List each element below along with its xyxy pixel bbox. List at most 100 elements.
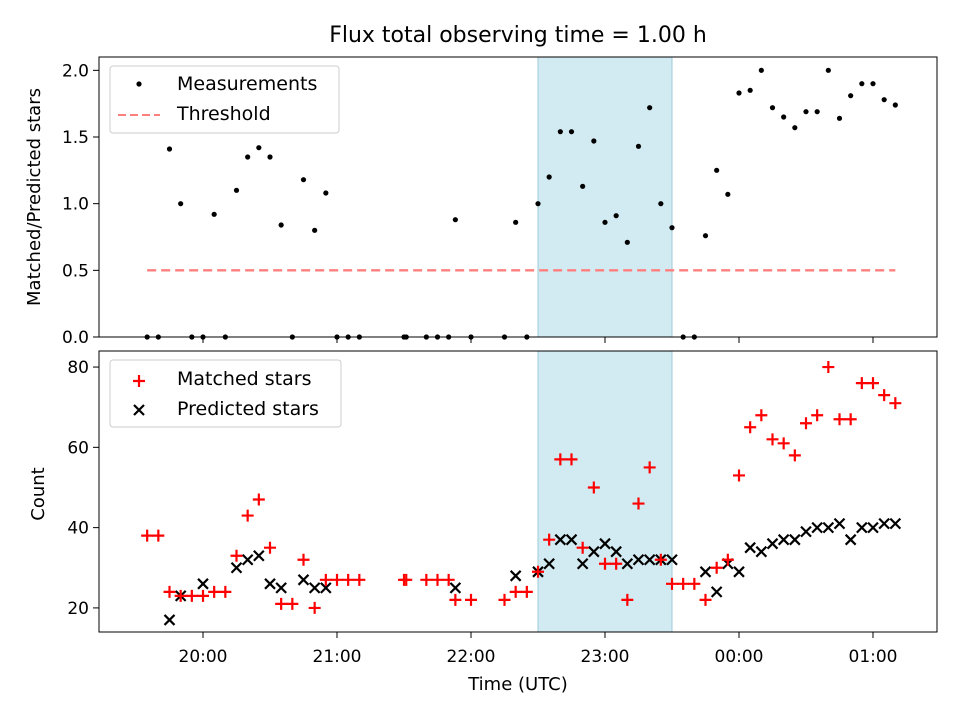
x-tick-label: 23:00 [581, 647, 630, 667]
matched-star-marker [308, 601, 321, 614]
measurement-point [635, 143, 642, 149]
y-tick-label: 60 [67, 438, 89, 458]
matched-star-marker [643, 461, 656, 474]
measurement-point [591, 138, 597, 144]
predicted-star-marker [643, 553, 656, 566]
top-x-ticks [202, 337, 874, 343]
predicted-star-marker [878, 517, 890, 530]
matched-star-marker [554, 453, 567, 466]
predicted-star-marker [230, 561, 243, 574]
measurement-point [814, 109, 820, 115]
matched-star-marker [152, 529, 165, 542]
matched-star-marker [331, 573, 343, 586]
threshold-legend-label: Threshold [176, 103, 271, 125]
matched-star-marker [230, 549, 243, 562]
matched-star-marker [654, 553, 667, 566]
predicted-star-marker [599, 537, 611, 550]
predicted-star-marker [766, 537, 779, 550]
measurement-point [602, 219, 608, 225]
measurement-point [267, 154, 273, 160]
predicted-star-marker [264, 578, 276, 590]
predicted-star-marker [632, 553, 645, 566]
measurement-point [714, 167, 720, 173]
matched-star-marker [431, 573, 444, 586]
measurement-point [557, 129, 563, 135]
predicted-star-marker [856, 521, 868, 534]
matched-star-marker [353, 573, 366, 586]
measurement-point [836, 115, 843, 121]
matched-star-marker [777, 437, 790, 450]
matched-star-marker [844, 413, 857, 426]
predicted-stars-legend-marker [133, 404, 145, 416]
matched-star-marker [677, 577, 690, 590]
x-axis-label: Time (UTC) [467, 674, 568, 695]
measurement-point [452, 217, 458, 223]
measurements-legend-marker [136, 81, 142, 87]
predicted-stars-legend-label: Predicted stars [177, 398, 319, 420]
measurement-point [211, 211, 217, 217]
measurement-point [825, 67, 831, 73]
matched-star-marker [855, 377, 868, 390]
predicted-star-marker [197, 578, 209, 590]
predicted-star-marker [789, 533, 801, 546]
matched-star-marker [252, 493, 265, 506]
matched-star-marker [319, 573, 332, 586]
measurement-point [647, 105, 653, 111]
matched-star-marker [811, 409, 824, 422]
predicted-star-marker [610, 545, 622, 558]
matched-stars-legend-marker [133, 375, 145, 387]
y-tick-label: 0.0 [62, 328, 89, 348]
matched-star-marker [509, 585, 522, 598]
matched-star-marker [286, 597, 299, 610]
matched-star-marker [833, 413, 846, 426]
matched-star-marker [889, 397, 902, 410]
top-legend: Measurements Threshold [109, 65, 340, 134]
measurement-point [546, 174, 552, 180]
measurement-point [613, 213, 619, 219]
measurement-point [233, 187, 240, 193]
predicted-star-marker [509, 570, 522, 582]
matched-star-marker [599, 557, 611, 570]
bottom-x-ticks: 20:00 21:00 22:00 23:00 00:00 01:00 [179, 632, 898, 667]
measurement-point [624, 239, 630, 245]
bottom-legend-box [109, 359, 342, 428]
matched-star-marker [174, 589, 187, 602]
matched-star-marker [621, 593, 634, 606]
matched-star-marker [878, 389, 891, 402]
matched-star-marker [632, 497, 645, 510]
matched-star-marker [710, 561, 723, 574]
y-tick-label: 0.5 [62, 261, 89, 281]
matched-star-markers [141, 361, 902, 614]
matched-star-marker [219, 585, 232, 598]
measurement-point [781, 114, 787, 120]
predicted-star-marker [543, 557, 555, 570]
matched-star-marker [420, 573, 433, 586]
matched-star-marker [800, 417, 812, 430]
matched-star-marker [532, 565, 544, 578]
measurement-point [848, 93, 854, 99]
bottom-y-axis-label: Count [28, 467, 49, 520]
measurement-point [658, 201, 664, 207]
measurement-point [792, 125, 798, 131]
measurement-point [178, 201, 184, 207]
matched-star-marker [721, 553, 734, 566]
predicted-star-marker [822, 521, 835, 534]
matched-star-marker [565, 453, 578, 466]
matched-star-marker [788, 449, 801, 462]
matched-star-marker [163, 585, 176, 598]
measurement-point [278, 222, 284, 228]
x-tick-label: 22:00 [447, 647, 496, 667]
matched-star-marker [275, 597, 288, 610]
predicted-star-marker [588, 545, 600, 558]
top-y-ticks: 0.0 0.5 1.0 1.5 2.0 [62, 61, 99, 348]
matched-star-marker [744, 421, 757, 434]
matched-star-marker [208, 585, 221, 598]
matched-star-marker [587, 481, 600, 494]
y-tick-label: 1.5 [62, 128, 89, 148]
measurement-point [312, 227, 318, 233]
predicted-star-marker [241, 553, 254, 566]
measurement-point [245, 154, 251, 160]
predicted-star-marker [621, 557, 634, 570]
measurement-point [702, 233, 709, 239]
